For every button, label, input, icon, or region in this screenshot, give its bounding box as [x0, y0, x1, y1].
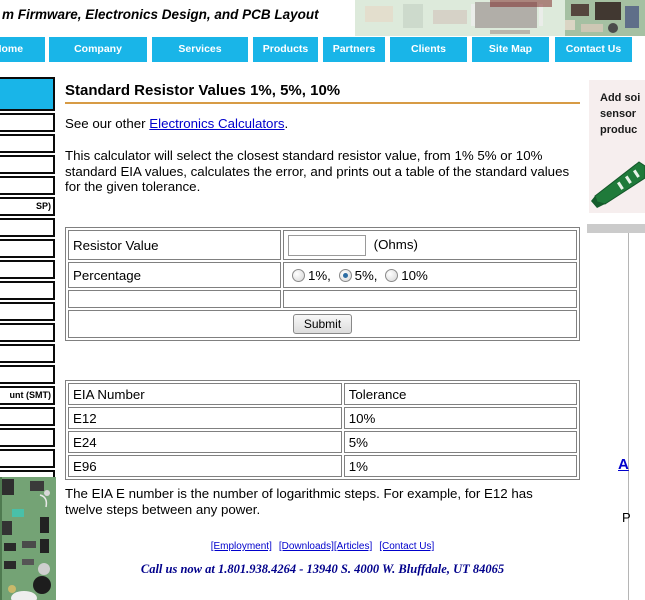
electronics-calculators-link[interactable]: Electronics Calculators [149, 116, 285, 131]
partial-link-a[interactable]: A [618, 456, 629, 473]
eia-note: The EIA E number is the number of logari… [65, 486, 533, 517]
sidebar-item[interactable] [0, 155, 55, 174]
empty-cell [282, 290, 577, 308]
resistor-value-cell: (Ohms) [282, 230, 577, 260]
sidebar-item[interactable] [0, 323, 55, 342]
promo-text: Add soi sensor produc [600, 92, 641, 136]
eia-header-tolerance: Tolerance [343, 383, 577, 405]
right-divider [628, 233, 629, 600]
soil-probe-image [591, 161, 645, 208]
percentage-label: Percentage [68, 262, 281, 288]
sidebar-item-active[interactable] [0, 77, 55, 111]
nav-item-products[interactable]: Products [253, 37, 318, 62]
table-row: E24 5% [68, 431, 577, 453]
sidebar-item[interactable] [0, 407, 55, 426]
nav-item-site-map[interactable]: Site Map [472, 37, 549, 62]
nav-item-contact-us[interactable]: Contact Us [555, 37, 632, 62]
table-row: E12 10% [68, 407, 577, 429]
pcb-photo-bottom-left [0, 477, 56, 600]
eia-cell: 10% [343, 407, 577, 429]
contact-us-link[interactable]: [Contact Us] [379, 541, 435, 552]
partial-text-p: P [622, 510, 631, 525]
eia-header-number: EIA Number [68, 383, 342, 405]
articles-link[interactable]: [Articles] [333, 541, 373, 552]
calculator-description: This calculator will select the closest … [65, 148, 570, 195]
empty-cell [68, 290, 281, 308]
intro-text: See our other Electronics Calculators. [65, 116, 288, 131]
sidebar-item[interactable] [0, 260, 55, 279]
sidebar-menu: SP) unt (SMT) [0, 77, 55, 512]
sidebar-item[interactable] [0, 344, 55, 363]
sidebar-item-dsp[interactable]: SP) [0, 197, 55, 216]
right-gray-strip [587, 224, 645, 233]
eia-cell: E24 [68, 431, 342, 453]
sidebar-item[interactable] [0, 302, 55, 321]
sidebar-item[interactable] [0, 176, 55, 195]
sidebar-item[interactable] [0, 428, 55, 447]
submit-cell: Submit [68, 310, 577, 338]
eia-table: EIA Number Tolerance E12 10% E24 5% E96 … [65, 380, 580, 480]
radio-10-percent-label: 10% [401, 267, 428, 283]
sidebar-item-smt[interactable]: unt (SMT) [0, 386, 55, 405]
nav-item-partners[interactable]: Partners [323, 37, 385, 62]
site-title: m Firmware, Electronics Design, and PCB … [2, 7, 319, 22]
banner-circuit-photo [355, 0, 645, 36]
radio-10-percent[interactable] [385, 268, 399, 282]
eia-cell: E96 [68, 455, 342, 477]
nav-item-services[interactable]: Services [152, 37, 248, 62]
sidebar-item[interactable] [0, 239, 55, 258]
downloads-link[interactable]: [Downloads] [278, 541, 334, 552]
eia-cell: E12 [68, 407, 342, 429]
phone-banner: Call us now at 1.801.938.4264 - 13940 S.… [140, 562, 505, 576]
title-rule [65, 102, 580, 104]
percentage-options-cell: 1%, 5%, 10% [282, 262, 577, 288]
nav-item-company[interactable]: Company [49, 37, 147, 62]
sidebar-item[interactable] [0, 134, 55, 153]
radio-5-percent-label: 5%, [354, 267, 378, 283]
sidebar-item[interactable] [0, 365, 55, 384]
intro-suffix: . [284, 116, 289, 131]
sidebar-item[interactable] [0, 281, 55, 300]
table-row: E96 1% [68, 455, 577, 477]
nav-item-clients[interactable]: Clients [390, 37, 467, 62]
submit-button[interactable]: Submit [292, 314, 353, 334]
promo-box: Add soi sensor produc [589, 80, 645, 213]
footer-links: [Employment] [Downloads][Articles] [Contac… [65, 541, 580, 552]
radio-1-percent-label: 1%, [307, 267, 331, 283]
employment-link[interactable]: [Employment] [210, 541, 272, 552]
resistor-value-input[interactable] [287, 234, 366, 256]
eia-cell: 1% [343, 455, 577, 477]
intro-prefix: See our other [65, 116, 150, 131]
calculator-form-table: Resistor Value (Ohms) Percentage 1%, 5%,… [65, 227, 580, 341]
sidebar-item[interactable] [0, 113, 55, 132]
eia-cell: 5% [343, 431, 577, 453]
nav-bar: Home Company Services Products Partners … [0, 37, 645, 62]
sidebar-item[interactable] [0, 218, 55, 237]
page-title: Standard Resistor Values 1%, 5%, 10% [65, 82, 341, 99]
resistor-value-label: Resistor Value [68, 230, 281, 260]
radio-5-percent[interactable] [338, 268, 352, 282]
ohms-label: (Ohms) [373, 236, 418, 252]
sidebar-item[interactable] [0, 449, 55, 468]
radio-1-percent[interactable] [291, 268, 305, 282]
nav-item-home[interactable]: Home [0, 37, 45, 62]
